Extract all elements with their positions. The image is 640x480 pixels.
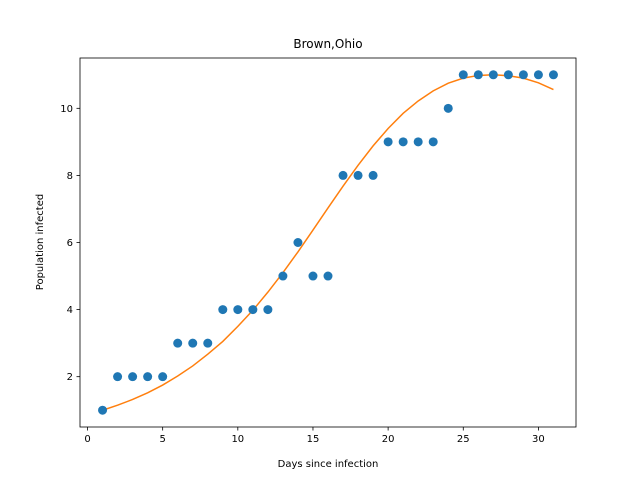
scatter-point <box>443 103 453 113</box>
scatter-point <box>533 70 543 80</box>
x-tick-label: 10 <box>231 434 244 445</box>
scatter-point <box>353 170 363 180</box>
scatter-point <box>308 271 318 281</box>
scatter-point <box>473 70 483 80</box>
scatter-point <box>383 137 393 147</box>
scatter-point <box>428 137 438 147</box>
scatter-point <box>263 305 273 315</box>
scatter-point <box>203 338 213 348</box>
scatter-point <box>503 70 513 80</box>
scatter-point <box>398 137 408 147</box>
x-tick-label: 25 <box>457 434 470 445</box>
scatter-point <box>368 170 378 180</box>
scatter-point <box>548 70 558 80</box>
x-tick-label: 5 <box>159 434 165 445</box>
scatter-point <box>143 372 153 382</box>
scatter-point <box>488 70 498 80</box>
y-tick-label: 10 <box>60 104 73 115</box>
y-tick-label: 2 <box>67 372 73 383</box>
scatter-point <box>113 372 123 382</box>
y-axis-ticks: 2 4 6 8 10 <box>60 104 80 383</box>
scatter-point <box>518 70 528 80</box>
scatter-point <box>128 372 138 382</box>
scatter-point <box>173 338 183 348</box>
scatter-point <box>413 137 423 147</box>
scatter-point <box>458 70 468 80</box>
scatter-point <box>323 271 333 281</box>
scatter-point <box>188 338 198 348</box>
scatter-points-layer <box>98 70 558 415</box>
chart-title: Brown,Ohio <box>293 37 362 51</box>
x-axis-label: Days since infection <box>278 459 379 470</box>
x-tick-label: 15 <box>307 434 320 445</box>
scatter-point <box>338 170 348 180</box>
x-axis-ticks: 0 5 10 15 20 25 30 <box>84 427 545 445</box>
y-tick-label: 4 <box>67 305 73 316</box>
y-tick-label: 8 <box>67 171 73 182</box>
scatter-point <box>98 405 108 415</box>
y-tick-label: 6 <box>67 238 73 249</box>
scatter-point <box>278 271 288 281</box>
x-tick-label: 20 <box>382 434 395 445</box>
scatter-point <box>248 305 258 315</box>
x-tick-label: 30 <box>532 434 545 445</box>
scatter-point <box>233 305 243 315</box>
y-axis-label: Population infected <box>35 194 46 290</box>
scatter-point <box>293 238 303 247</box>
x-tick-label: 0 <box>84 434 90 445</box>
scatter-point <box>218 305 228 315</box>
scatter-point <box>158 372 168 382</box>
